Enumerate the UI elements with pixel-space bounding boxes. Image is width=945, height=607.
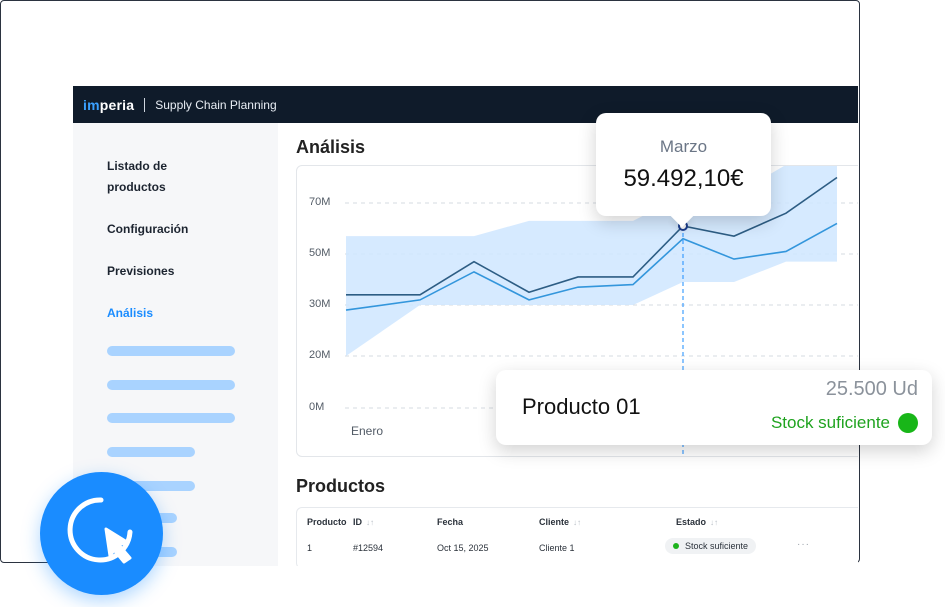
sidebar-item-analisis[interactable]: Análisis (107, 306, 154, 320)
tooltip-month: Marzo (659, 137, 708, 156)
sidebar-item-listado-productos-line1[interactable]: Listado de (107, 159, 168, 173)
status-dot-icon (898, 413, 918, 433)
column-header-estado-label: Estado (676, 517, 707, 527)
sort-icon[interactable]: ↓↑ (710, 518, 719, 527)
row-cliente: Cliente 1 (539, 543, 575, 553)
brand-suffix: peria (99, 96, 135, 113)
product-title: Supply Chain Planning (155, 97, 277, 112)
y-tick-label: 20M (309, 349, 331, 361)
brand-logo[interactable]: imperia (83, 97, 134, 113)
tooltip-value: 59.492,10€ (623, 165, 744, 192)
column-header-fecha[interactable]: Fecha (437, 517, 464, 527)
product-quantity: 25.500 Ud (825, 378, 918, 400)
more-options-icon[interactable]: ··· (797, 539, 810, 550)
column-header-producto[interactable]: Producto (307, 517, 347, 527)
status-dot-icon (673, 543, 679, 549)
y-tick-label: 70M (309, 196, 331, 208)
analysis-title: Análisis (296, 137, 366, 157)
cursor-action-button[interactable] (40, 472, 163, 595)
chart-series (345, 176, 838, 311)
column-header-estado[interactable]: Estado ↓↑ (676, 517, 718, 527)
sidebar-placeholder-1[interactable] (107, 346, 235, 356)
stock-status: Stock suficiente (771, 413, 918, 433)
x-tick-label: Enero (351, 424, 384, 438)
column-header-id[interactable]: ID ↓↑ (353, 517, 374, 527)
brand-divider (144, 97, 146, 112)
product-detail-card: Producto 01 25.500 Ud Stock suficiente (496, 370, 932, 445)
column-header-id-label: ID (353, 517, 362, 527)
series-line-1 (346, 176, 838, 296)
click-cursor-icon (67, 497, 133, 564)
sidebar-placeholder-4[interactable] (107, 447, 195, 457)
row-producto: 1 (307, 543, 313, 553)
row-fecha: Oct 15, 2025 (437, 543, 489, 553)
sidebar-item-configuracion[interactable]: Configuración (107, 222, 189, 236)
sort-icon[interactable]: ↓↑ (573, 518, 582, 527)
status-text: Stock suficiente (685, 541, 749, 551)
series-line-2 (345, 222, 838, 311)
sort-icon[interactable]: ↓↑ (366, 518, 374, 527)
column-header-cliente[interactable]: Cliente ↓↑ (539, 517, 581, 527)
products-title: Productos (296, 476, 386, 496)
status-badge: Stock suficiente (665, 538, 757, 554)
sidebar-item-listado-productos-line2[interactable]: productos (107, 180, 166, 194)
app-window: imperia Supply Chain Planning Listado de… (73, 86, 858, 566)
product-name: Producto 01 (522, 394, 641, 419)
column-header-cliente-label: Cliente (539, 517, 570, 527)
row-id: #12594 (353, 543, 384, 553)
stock-status-text: Stock suficiente (770, 413, 890, 432)
sidebar-placeholder-2[interactable] (107, 380, 235, 390)
sidebar-item-previsiones[interactable]: Previsiones (107, 264, 175, 278)
chart-tooltip: Marzo 59.492,10€ (596, 113, 771, 228)
main-content: Análisis 70M 50M 30M 20M 0M Enero Produc… (278, 123, 858, 566)
sidebar-placeholder-5[interactable] (107, 481, 195, 491)
sidebar-placeholder-3[interactable] (107, 413, 235, 423)
y-tick-label: 50M (309, 247, 331, 259)
y-tick-label: 0M (309, 401, 325, 413)
y-tick-label: 30M (309, 298, 331, 310)
products-table: Producto ID ↓↑ Fecha Cliente ↓↑ Estado ↓↑ 1… (296, 507, 858, 566)
brand-prefix: im (83, 96, 100, 113)
